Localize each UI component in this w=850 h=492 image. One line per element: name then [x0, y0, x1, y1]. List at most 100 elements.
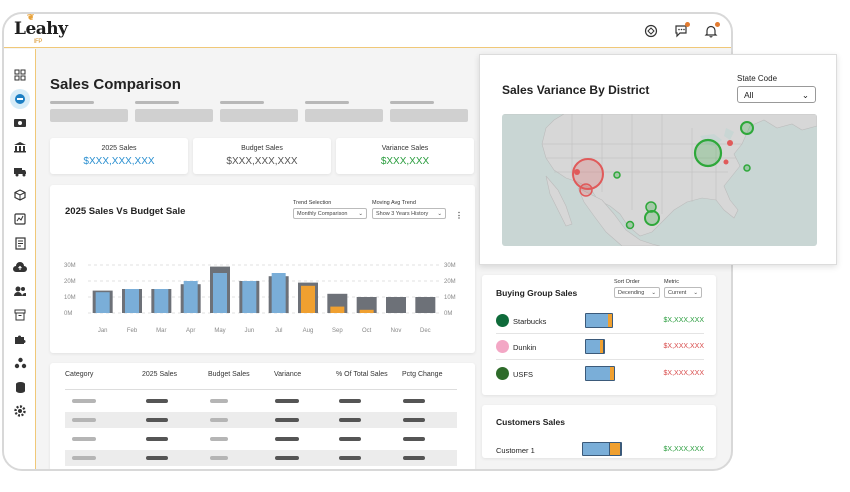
filter-placeholder[interactable]	[50, 101, 128, 122]
budget-bar-oct[interactable]	[356, 297, 377, 313]
moving-avg-value: Show 3 Years History	[376, 210, 429, 217]
users-icon[interactable]	[12, 283, 28, 299]
header-variance[interactable]: Variance	[274, 371, 302, 378]
district-bubble-positive	[743, 164, 751, 172]
sort-order-dropdown[interactable]: Decending ⌄	[614, 287, 660, 298]
sales-bar-jun[interactable]	[242, 281, 257, 313]
trend-selection-dropdown[interactable]: Monthly Comparison ⌄	[293, 208, 367, 219]
report-icon[interactable]	[12, 211, 28, 227]
header-2025-sales[interactable]: 2025 Sales	[142, 371, 178, 378]
district-bubble-positive	[613, 171, 621, 179]
cell-placeholder	[146, 437, 168, 441]
chat-nav-icon[interactable]	[10, 89, 30, 109]
cell-placeholder	[403, 418, 425, 422]
y-tick-left: 30M	[64, 263, 76, 269]
kpi-label: Budget Sales	[241, 145, 283, 152]
invoice-icon[interactable]	[12, 235, 28, 251]
chevron-down-icon: ⌄	[358, 210, 363, 217]
cell-placeholder	[339, 399, 361, 403]
y-tick-right: 0M	[444, 311, 452, 317]
customer-name: Customer 1	[496, 446, 535, 455]
sales-bar-feb[interactable]	[125, 289, 139, 313]
buying-group-row[interactable]: USFS $X,XXX,XXX	[496, 364, 704, 384]
map-title: Sales Variance By District	[502, 83, 650, 97]
header-pct-total-sales[interactable]: % Of Total Sales	[336, 371, 388, 378]
buying-group-title: Buying Group Sales	[496, 288, 578, 298]
budget-bar-dec[interactable]	[415, 297, 436, 313]
cell-placeholder	[210, 399, 228, 403]
page-title: Sales Comparison	[50, 76, 181, 93]
leahy-logo[interactable]: ❦ Leahy IFP	[14, 14, 68, 45]
sidebar	[4, 49, 36, 469]
filter-placeholder[interactable]	[135, 101, 213, 122]
filter-placeholder[interactable]	[220, 101, 298, 122]
sales-bar-oct[interactable]	[359, 309, 374, 313]
map-mexico	[577, 187, 661, 246]
moving-avg-dropdown[interactable]: Show 3 Years History ⌄	[372, 208, 446, 219]
x-tick-label: Mar	[156, 328, 166, 334]
x-tick-label: Feb	[127, 328, 138, 334]
x-tick-label: Aug	[303, 328, 314, 334]
buying-group-row[interactable]: Dunkin $X,XXX,XXX	[496, 337, 704, 357]
main-content: Sales Comparison 2025 Sales $XXX,XXX,XXX…	[37, 49, 731, 469]
top-icons	[643, 22, 720, 39]
bank-icon[interactable]	[12, 139, 28, 155]
x-tick-label: Dec	[420, 328, 431, 334]
district-map[interactable]	[502, 114, 817, 246]
money-icon[interactable]	[12, 115, 28, 131]
sales-bar-aug[interactable]	[301, 285, 315, 313]
buying-group-bar	[585, 366, 615, 381]
truck-icon[interactable]	[12, 163, 28, 179]
y-tick-left: 10M	[64, 295, 76, 301]
dashboard-icon[interactable]	[12, 67, 28, 83]
logo-text: Leahy	[14, 19, 68, 39]
table-row[interactable]	[65, 450, 457, 466]
database-icon[interactable]	[12, 379, 28, 395]
sales-bar-apr[interactable]	[183, 281, 198, 313]
trend-selection-value: Monthly Comparison	[297, 210, 348, 217]
logo-sub: IFP	[34, 39, 42, 45]
filter-placeholder[interactable]	[305, 101, 383, 122]
customer-row[interactable]: Customer 1 $X,XXX,XXX	[496, 442, 704, 462]
header-budget-sales[interactable]: Budget Sales	[208, 371, 250, 378]
bell-icon[interactable]	[703, 22, 720, 39]
moving-avg-label: Moving Avg Trend	[372, 200, 416, 206]
sales-bar-jan[interactable]	[95, 292, 110, 313]
settings-icon[interactable]	[12, 403, 28, 419]
chevron-down-icon: ⌄	[437, 210, 442, 217]
district-bubble-negative	[579, 183, 593, 197]
buying-group-row[interactable]: Starbucks $X,XXX,XXX	[496, 311, 704, 331]
kpi-budget-sales: Budget Sales $XXX,XXX,XXX	[193, 138, 331, 174]
sales-bar-may[interactable]	[213, 273, 227, 313]
map-state-borders	[542, 114, 742, 214]
sales-bar-sep[interactable]	[330, 306, 345, 313]
archive-icon[interactable]	[12, 307, 28, 323]
filter-placeholder[interactable]	[390, 101, 468, 122]
x-tick-label: Sep	[332, 328, 343, 334]
chat-icon[interactable]	[673, 22, 690, 39]
header-category[interactable]: Category	[65, 371, 94, 378]
table-row[interactable]	[65, 431, 457, 447]
state-code-dropdown[interactable]: All ⌄	[737, 86, 816, 103]
x-tick-label: Jun	[244, 328, 254, 334]
ai-assistant-icon[interactable]	[643, 23, 659, 39]
budget-bar-nov[interactable]	[386, 297, 406, 313]
box-icon[interactable]	[12, 187, 28, 203]
header-pctg-change[interactable]: Pctg Change	[402, 371, 443, 378]
table-row[interactable]	[65, 412, 457, 428]
chevron-down-icon: ⌄	[801, 90, 809, 100]
cloud-upload-icon[interactable]	[12, 259, 28, 275]
more-options-icon[interactable]: ⋮	[455, 211, 463, 220]
y-tick-right: 10M	[444, 295, 456, 301]
district-bubble-positive	[740, 121, 754, 135]
state-code-value: All	[744, 90, 754, 100]
metric-dropdown[interactable]: Current ⌄	[664, 287, 702, 298]
district-bubble-negative	[727, 140, 733, 146]
sales-bar-jul[interactable]	[271, 273, 286, 313]
table-row[interactable]	[65, 393, 457, 409]
district-bubble-negative	[574, 169, 580, 175]
network-icon[interactable]	[12, 355, 28, 371]
sales-bar-mar[interactable]	[154, 289, 169, 313]
puzzle-icon[interactable]	[12, 331, 28, 347]
buying-group-name: Dunkin	[513, 343, 537, 352]
